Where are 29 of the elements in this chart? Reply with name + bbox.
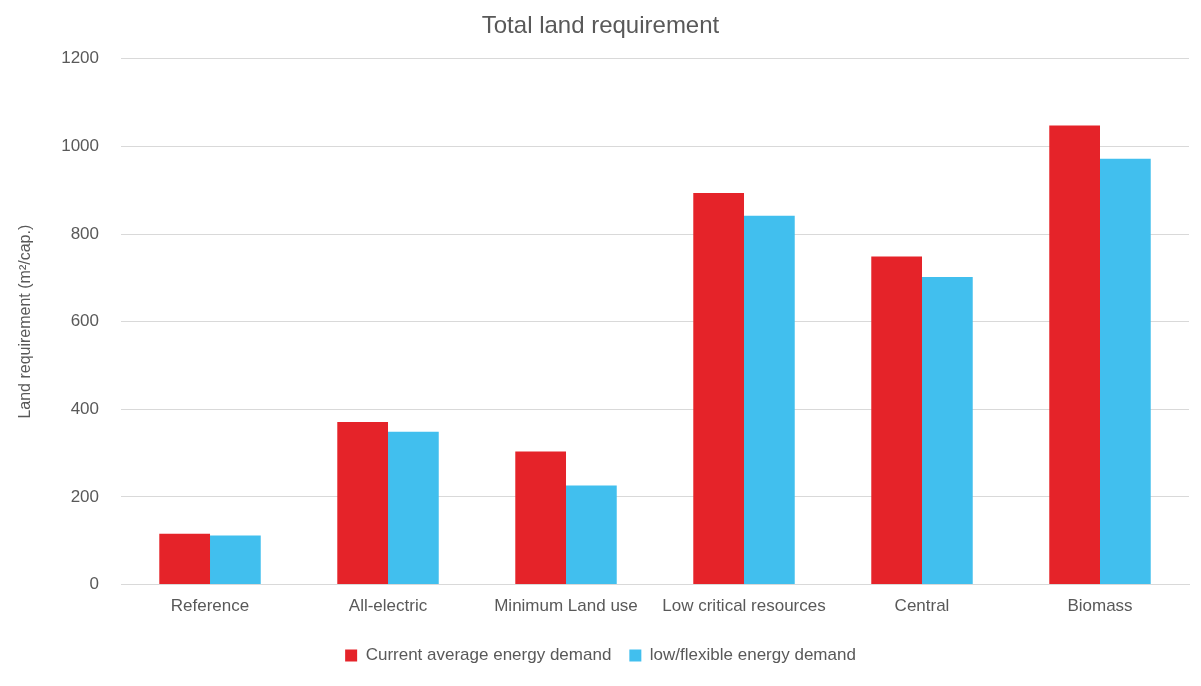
- x-tick-label: Central: [894, 596, 950, 616]
- bar: [1049, 125, 1100, 585]
- bar: [922, 277, 973, 585]
- y-tick-label: 0: [89, 574, 100, 594]
- y-tick-label: 1200: [61, 48, 100, 68]
- y-tick-label: 400: [70, 399, 100, 419]
- y-tick-label: 1000: [61, 136, 100, 156]
- bar: [871, 256, 923, 585]
- legend-label: Current average energy demand: [365, 645, 612, 665]
- bar: [337, 422, 389, 585]
- bar: [1100, 158, 1151, 585]
- y-tick-label: 800: [70, 223, 100, 243]
- y-tick-label: 200: [70, 486, 100, 506]
- x-tick-label: Reference: [170, 596, 250, 616]
- chart-title: Total land requirement: [481, 11, 720, 39]
- x-tick-label: Low critical resources: [662, 596, 826, 616]
- legend-label: low/flexible energy demand: [649, 645, 856, 665]
- bar: [744, 215, 795, 585]
- bar: [159, 533, 211, 585]
- bar: [693, 192, 745, 585]
- bar: [388, 431, 439, 585]
- x-tick-label: Minimum Land use: [494, 596, 638, 616]
- bar: [210, 535, 261, 585]
- x-tick-label: Biomass: [1067, 596, 1133, 616]
- x-tick-label: All-electric: [348, 596, 428, 616]
- bar: [566, 485, 617, 585]
- bar: [515, 451, 567, 585]
- y-tick-label: 600: [70, 311, 100, 331]
- y-axis-title: Land requirement (m²/cap.): [16, 224, 34, 419]
